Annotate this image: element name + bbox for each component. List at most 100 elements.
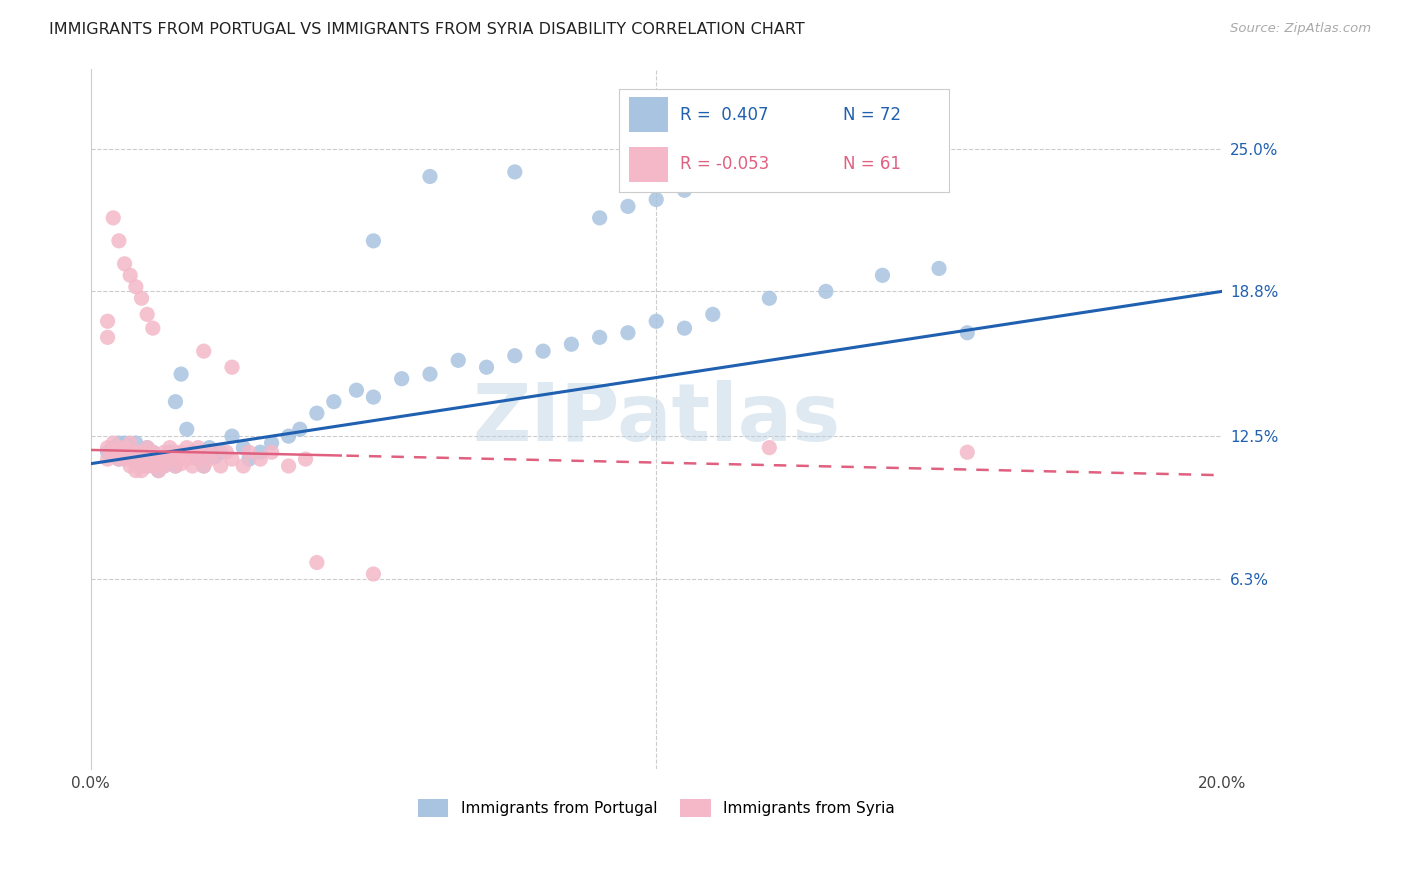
Point	[209, 445, 232, 459]
Point	[221, 452, 243, 467]
Text: Source: ZipAtlas.com: Source: ZipAtlas.com	[1230, 22, 1371, 36]
Point	[153, 458, 176, 473]
Point	[204, 445, 226, 459]
Point	[103, 441, 125, 455]
Point	[136, 452, 159, 467]
Point	[198, 452, 221, 467]
Point	[97, 314, 120, 328]
Point	[305, 406, 328, 420]
Point	[108, 441, 131, 455]
Point	[928, 261, 950, 276]
Point	[617, 199, 640, 213]
Point	[238, 445, 260, 459]
Point	[97, 441, 120, 455]
Point	[125, 452, 148, 467]
Point	[159, 445, 181, 459]
Point	[193, 458, 215, 473]
Point	[131, 458, 153, 473]
Point	[215, 445, 238, 459]
Point	[260, 436, 283, 450]
Point	[363, 567, 385, 582]
Point	[391, 372, 413, 386]
Point	[531, 344, 554, 359]
Point	[209, 458, 232, 473]
Point	[170, 367, 193, 381]
Point	[170, 457, 193, 471]
Point	[153, 452, 176, 467]
Point	[758, 291, 780, 305]
Point	[322, 394, 344, 409]
Point	[108, 234, 131, 248]
Point	[872, 268, 894, 283]
Point	[814, 285, 837, 299]
Point	[153, 458, 176, 473]
Point	[238, 452, 260, 467]
Point	[176, 441, 198, 455]
Point	[125, 445, 148, 459]
Text: R =  0.407: R = 0.407	[679, 106, 768, 124]
Point	[187, 452, 209, 467]
Point	[159, 452, 181, 467]
Point	[120, 452, 142, 467]
Point	[363, 390, 385, 404]
Point	[645, 193, 668, 207]
Point	[136, 441, 159, 455]
Point	[120, 452, 142, 467]
Point	[120, 441, 142, 455]
Point	[142, 457, 165, 471]
Point	[503, 165, 526, 179]
Text: IMMIGRANTS FROM PORTUGAL VS IMMIGRANTS FROM SYRIA DISABILITY CORRELATION CHART: IMMIGRANTS FROM PORTUGAL VS IMMIGRANTS F…	[49, 22, 806, 37]
Point	[131, 291, 153, 305]
Point	[97, 445, 120, 459]
Point	[249, 452, 271, 467]
Point	[131, 457, 153, 471]
Point	[125, 457, 148, 471]
Point	[588, 211, 610, 225]
Point	[187, 441, 209, 455]
Point	[136, 458, 159, 473]
Point	[165, 458, 187, 473]
Point	[114, 445, 136, 459]
Point	[114, 257, 136, 271]
Point	[120, 268, 142, 283]
Point	[221, 360, 243, 375]
Point	[193, 458, 215, 473]
Point	[198, 441, 221, 455]
Point	[153, 445, 176, 459]
Point	[447, 353, 470, 368]
Point	[277, 429, 299, 443]
Point	[97, 330, 120, 344]
Point	[346, 383, 368, 397]
Point	[142, 321, 165, 335]
Point	[232, 458, 254, 473]
Point	[131, 452, 153, 467]
Point	[673, 321, 696, 335]
FancyBboxPatch shape	[628, 146, 668, 181]
Point	[956, 445, 979, 459]
Point	[673, 183, 696, 197]
Point	[108, 452, 131, 467]
Point	[114, 452, 136, 467]
Point	[588, 330, 610, 344]
Point	[193, 445, 215, 459]
Point	[758, 441, 780, 455]
Text: ZIPatlas: ZIPatlas	[472, 380, 841, 458]
Point	[305, 556, 328, 570]
Point	[142, 452, 165, 467]
Point	[136, 458, 159, 473]
Point	[260, 445, 283, 459]
Point	[221, 429, 243, 443]
Point	[136, 441, 159, 455]
Point	[108, 445, 131, 459]
Point	[419, 367, 441, 381]
Text: N = 72: N = 72	[844, 106, 901, 124]
Point	[181, 445, 204, 459]
Point	[108, 441, 131, 455]
Point	[363, 234, 385, 248]
Point	[159, 452, 181, 467]
Point	[475, 360, 498, 375]
Point	[114, 445, 136, 459]
Point	[131, 464, 153, 478]
Point	[131, 450, 153, 464]
Point	[645, 314, 668, 328]
